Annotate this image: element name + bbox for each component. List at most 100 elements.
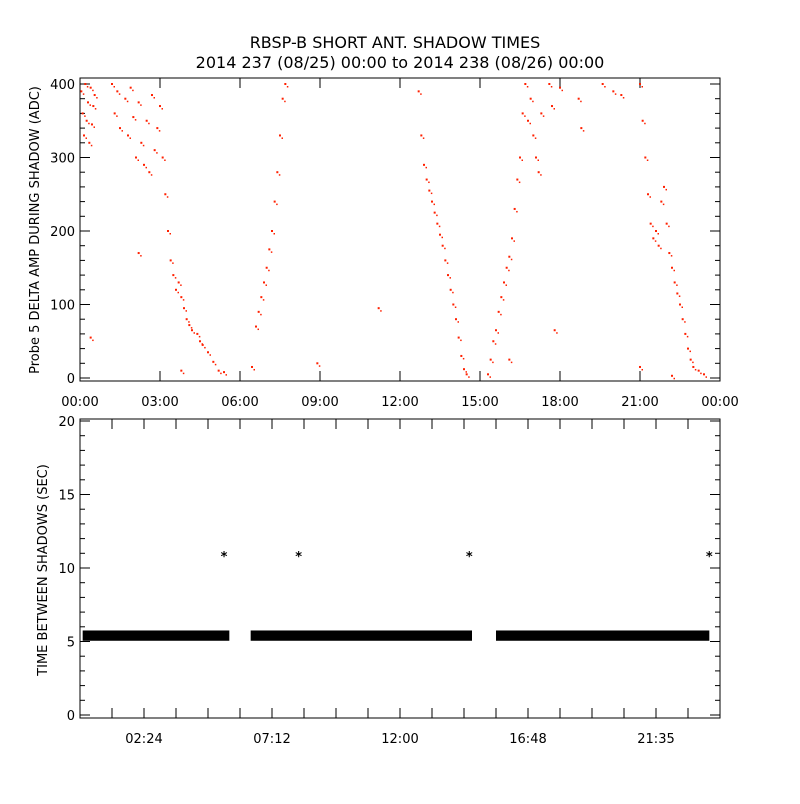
data-point [665,222,668,225]
data-point [662,203,665,206]
data-point [657,233,659,235]
y-tick-label: 0 [67,709,75,724]
data-point [140,141,143,144]
data-point [500,313,502,316]
data-point [524,115,526,117]
data-point [268,269,270,272]
data-point [665,188,667,191]
data-point [182,299,185,301]
data-point [489,358,492,361]
data-point [169,233,171,235]
data-point [694,368,697,371]
data-point [668,252,671,255]
data-point [540,174,542,176]
data-point [646,159,649,161]
data-point [542,115,545,117]
data-point [673,281,676,284]
data-point [449,277,451,279]
data-point [253,368,255,371]
data-point [513,240,515,242]
data-point [439,233,441,236]
data-point [436,222,439,225]
data-point [420,93,422,95]
data-point [134,119,137,121]
data-point [278,174,281,176]
data-point [223,371,225,374]
data-point [527,119,529,122]
data-point [518,181,521,184]
data-point [423,163,425,166]
data-point [463,368,465,371]
data-run [250,630,472,641]
data-point [441,236,443,239]
data-point [417,90,420,93]
data-point [532,100,534,103]
data-point [217,369,220,372]
data-point [684,321,686,323]
data-point [657,244,660,247]
data-point [561,89,563,92]
x-tick-label: 06:00 [221,395,258,410]
data-point [190,327,193,329]
data-point [172,274,175,277]
data-point [265,266,268,269]
data-point [553,329,556,332]
data-point [196,332,199,335]
data-point [273,200,276,203]
data-point [548,83,551,85]
data-point [465,371,467,373]
data-point [652,237,655,240]
data-point [660,247,662,250]
data-point [559,86,561,89]
data-point [273,233,275,235]
data-point [510,258,513,261]
data-point [510,361,513,364]
data-point [612,90,615,93]
data-point [492,340,495,343]
data-point [92,105,95,108]
data-point [153,97,155,99]
data-point [663,185,665,188]
data-point [687,347,689,350]
data-point [80,90,83,93]
y-tick-label: 100 [50,299,75,314]
data-point [457,336,460,339]
data-point [260,296,263,299]
data-point [158,130,161,132]
data-point [81,112,84,115]
data-point [420,134,423,137]
data-point [705,376,707,378]
data-point [540,112,543,115]
data-point [692,361,694,364]
data-point [124,97,127,100]
data-point [433,203,435,206]
data-point [262,299,265,301]
data-point [671,374,673,377]
data-point [670,255,673,257]
data-point [316,362,319,365]
data-point [89,86,92,89]
data-point [91,123,93,126]
data-point [180,369,183,372]
plot-frame [79,418,721,719]
data-point [433,211,436,214]
data-point [116,90,119,93]
data-point [487,373,489,376]
data-point [681,318,684,321]
data-point [673,377,675,380]
data-point [671,266,673,269]
data-point [212,360,215,363]
data-run [496,630,710,641]
data-point [207,351,209,354]
data-point [156,152,158,154]
data-point [167,230,169,232]
data-point [425,166,427,169]
data-point [182,372,185,375]
data-point [164,193,167,196]
data-point [465,373,468,376]
data-point [641,86,643,88]
x-tick-label: 16:48 [509,732,546,747]
data-point [462,357,465,360]
data-point [156,127,159,130]
data-point [529,122,531,125]
